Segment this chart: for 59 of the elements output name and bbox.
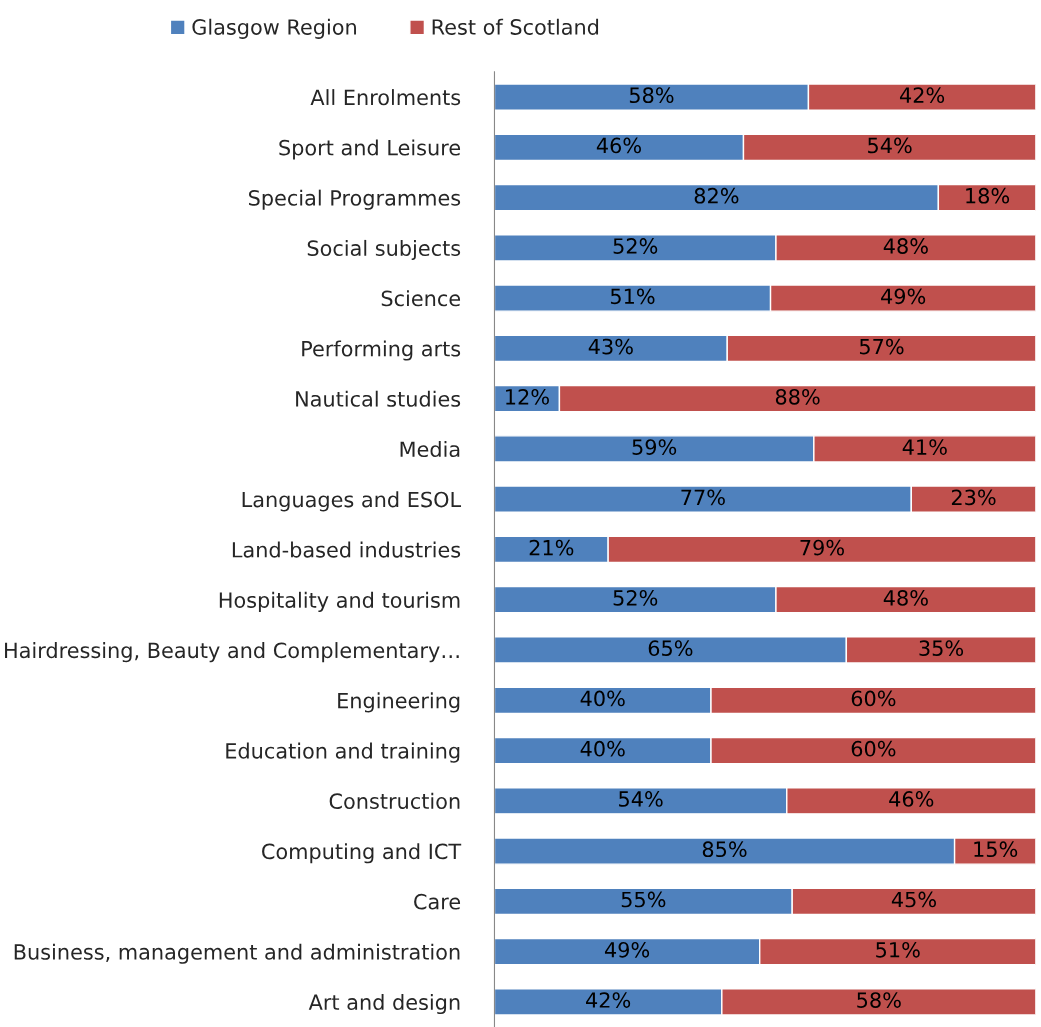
data-label: 40%	[580, 690, 625, 707]
data-label: 57%	[859, 338, 904, 355]
data-label: 23%	[951, 489, 996, 506]
data-label: 48%	[883, 590, 928, 606]
data-label: 54%	[619, 791, 663, 807]
data-label: 49%	[604, 941, 650, 958]
y-tick-label: Hospitality and tourism	[219, 591, 460, 612]
data-label: 51%	[610, 288, 655, 305]
legend-label: Rest of Scotland	[432, 18, 599, 35]
data-label: 82%	[694, 187, 739, 204]
data-label: 60%	[851, 740, 896, 757]
y-tick-label: Care	[414, 893, 461, 910]
data-label: 45%	[891, 891, 936, 908]
y-tick-label: Construction	[329, 792, 460, 809]
y-tick-label: Education and training	[226, 742, 460, 763]
data-label: 46%	[596, 137, 641, 154]
data-label: 58%	[857, 992, 901, 1008]
data-label: 55%	[621, 891, 666, 908]
y-tick-label: Performing arts	[302, 340, 461, 361]
data-label: 41%	[902, 439, 947, 455]
y-tick-label: Computing and ICT	[262, 843, 462, 864]
data-label: 79%	[800, 539, 844, 556]
y-tick-label: Sport and Leisure	[279, 139, 461, 160]
y-tick-label: Special Programmes	[248, 189, 461, 210]
data-label: 52%	[613, 590, 658, 606]
data-label: 48%	[883, 238, 928, 254]
data-label: 60%	[851, 690, 896, 707]
y-tick-label: Science	[381, 290, 461, 307]
data-label: 58%	[629, 87, 674, 104]
y-tick-label: Media	[400, 440, 460, 458]
legend-label: Glasgow Region	[192, 18, 356, 39]
data-label: 65%	[648, 640, 693, 657]
data-label: 15%	[974, 841, 1018, 858]
y-tick-label: Nautical studies	[296, 390, 461, 407]
data-label: 77%	[681, 489, 725, 506]
y-tick-label: Business, management and administration	[14, 943, 460, 964]
y-tick-label: Hairdressing, Beauty and Complementary…	[5, 642, 459, 663]
data-label: 51%	[876, 941, 920, 958]
y-tick-label: Social subjects	[307, 239, 461, 261]
data-label: 40%	[580, 740, 625, 757]
y-tick-label: Languages and ESOL	[242, 491, 462, 512]
data-label: 85%	[702, 841, 747, 858]
data-label: 46%	[889, 791, 934, 807]
data-label: 88%	[775, 388, 820, 405]
y-tick-label: Engineering	[338, 692, 460, 713]
data-label: 49%	[881, 288, 926, 305]
data-label: 42%	[586, 992, 631, 1008]
data-label: 42%	[899, 87, 945, 104]
data-label: 43%	[588, 338, 633, 355]
y-tick-label: Land-based industries	[232, 541, 461, 558]
data-label: 35%	[919, 640, 964, 657]
y-tick-label: Art and design	[308, 993, 460, 1015]
y-tick-label: All Enrolments	[310, 89, 461, 106]
data-label: 59%	[632, 439, 677, 455]
data-label: 54%	[868, 137, 912, 154]
data-label: 52%	[613, 238, 658, 254]
data-label: 21%	[529, 539, 574, 556]
data-label: 12%	[506, 388, 549, 405]
data-label: 18%	[966, 187, 1010, 204]
